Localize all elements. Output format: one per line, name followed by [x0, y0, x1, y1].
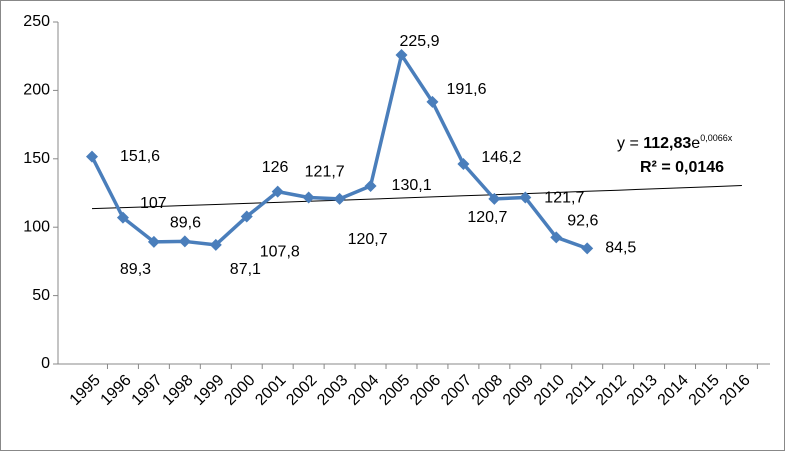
data-label: 225,9 [400, 33, 440, 50]
y-tick-label: 100 [23, 218, 50, 235]
marker [271, 185, 284, 198]
marker [395, 48, 408, 61]
data-label: 126 [262, 159, 289, 176]
marker [426, 95, 439, 108]
data-label: 89,3 [120, 261, 151, 278]
marker [302, 191, 315, 204]
trendline [91, 185, 742, 210]
data-label: 121,7 [544, 190, 584, 207]
data-label: 120,7 [348, 231, 388, 248]
marker [581, 242, 594, 255]
marker [240, 210, 253, 223]
y-tick-label: 250 [23, 13, 50, 30]
equation-exponent: 0,0066x [700, 133, 733, 143]
marker [364, 180, 377, 193]
equation-prefix: y = [617, 135, 643, 152]
data-label: 84,5 [605, 240, 636, 257]
equation-a: 112,83 [643, 135, 691, 152]
marker [86, 150, 98, 163]
data-label: 92,6 [567, 213, 598, 230]
trendline-r2: R² = 0,0146 [640, 159, 724, 176]
data-label: 146,2 [481, 149, 521, 166]
marker [519, 191, 532, 204]
y-tick-label: 150 [23, 150, 50, 167]
marker [550, 231, 563, 244]
y-tick-label: 50 [32, 287, 50, 304]
data-label: 107,8 [260, 244, 300, 261]
data-label: 121,7 [305, 164, 345, 181]
data-label: 120,7 [467, 209, 507, 226]
data-label: 191,6 [446, 81, 486, 98]
marker [147, 235, 160, 248]
data-label: 130,1 [392, 177, 432, 194]
data-label: 87,1 [230, 261, 261, 278]
data-label: 107 [140, 195, 167, 212]
marker [333, 192, 346, 205]
equation-e: e [691, 135, 700, 152]
marker [457, 157, 470, 170]
trendline-equation: y = 112,83e0,0066x [617, 133, 733, 152]
data-label: 151,6 [120, 148, 160, 165]
y-tick-label: 200 [23, 82, 50, 99]
marker [178, 235, 191, 248]
marker [209, 238, 222, 251]
marker [488, 192, 501, 205]
y-tick-label: 0 [41, 355, 50, 372]
marker [116, 211, 129, 224]
data-label: 89,6 [170, 215, 201, 232]
